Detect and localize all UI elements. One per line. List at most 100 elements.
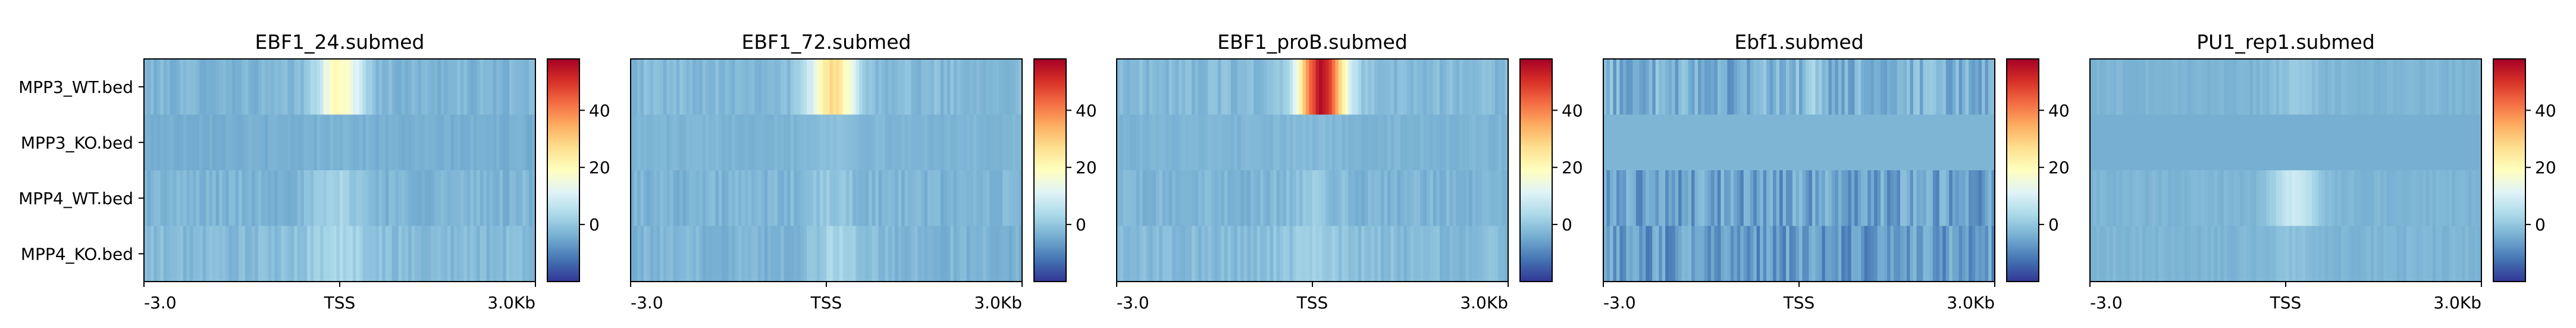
heatmap-cell xyxy=(2354,226,2358,282)
heatmap-cell xyxy=(1345,170,1349,227)
heatmap-cell xyxy=(196,114,200,171)
heatmap-cell xyxy=(261,170,265,227)
heatmap-cell xyxy=(891,226,895,282)
heatmap-cell xyxy=(1342,226,1346,282)
heatmap-cell xyxy=(1449,170,1453,227)
heatmap-cell xyxy=(1168,226,1173,282)
heatmap-cell xyxy=(2432,59,2436,115)
heatmap-cell xyxy=(153,170,158,227)
heatmap-cell xyxy=(1403,59,1408,115)
heatmap-cell xyxy=(1851,114,1855,171)
heatmap-cell xyxy=(294,170,298,227)
heatmap-cell xyxy=(506,114,510,171)
heatmap-cell xyxy=(212,59,217,115)
heatmap-cell xyxy=(2324,59,2329,115)
heatmap-cell xyxy=(1867,226,1872,282)
heatmap-cell xyxy=(532,170,536,227)
heatmap-cell xyxy=(653,226,657,282)
heatmap-cell xyxy=(359,170,363,227)
heatmap-cell xyxy=(1198,170,1202,227)
heatmap-cell xyxy=(1296,59,1300,115)
heatmap-cell xyxy=(1962,59,1966,115)
heatmap-cell xyxy=(1835,114,1839,171)
heatmap-cell xyxy=(1351,114,1355,171)
heatmap-cell xyxy=(1906,59,1911,115)
heatmap-cell xyxy=(2337,226,2342,282)
heatmap-cell xyxy=(1162,170,1166,227)
heatmap-cell xyxy=(957,170,961,227)
heatmap-cell xyxy=(180,170,184,227)
panel-title: EBF1_24.submed xyxy=(255,30,425,54)
heatmap-cell xyxy=(992,59,996,115)
heatmap-cell xyxy=(999,114,1003,171)
heatmap-cell xyxy=(1462,114,1466,171)
heatmap-cell xyxy=(1351,226,1355,282)
heatmap-cell xyxy=(2295,59,2299,115)
heatmap-cell xyxy=(738,226,742,282)
heatmap-cell xyxy=(2273,226,2277,282)
heatmap-cell xyxy=(2370,226,2374,282)
heatmap-cell xyxy=(1364,59,1368,115)
heatmap-cell xyxy=(2119,170,2123,227)
heatmap-cell xyxy=(1932,170,1936,227)
heatmap-cell xyxy=(1306,226,1310,282)
heatmap-cell xyxy=(1485,170,1489,227)
heatmap-cell xyxy=(1211,170,1215,227)
heatmap-cell xyxy=(2351,114,2355,171)
heatmap-cell xyxy=(686,170,690,227)
heatmap-cell xyxy=(2190,226,2195,282)
heatmap-cell xyxy=(2429,170,2433,227)
heatmap-cell xyxy=(391,59,396,115)
heatmap-cell xyxy=(882,114,886,171)
heatmap-cell xyxy=(1179,170,1183,227)
heatmap-cell xyxy=(2298,114,2303,171)
heatmap-cell xyxy=(957,226,961,282)
heatmap-cell xyxy=(741,114,745,171)
heatmap-cell xyxy=(1433,170,1437,227)
heatmap-cell xyxy=(666,170,670,227)
heatmap-cell xyxy=(813,114,817,171)
heatmap-cell xyxy=(940,114,944,171)
heatmap-cell xyxy=(1890,114,1894,171)
heatmap-cell xyxy=(810,170,814,227)
heatmap-cell xyxy=(202,226,206,282)
heatmap-cell xyxy=(904,170,908,227)
heatmap-cell xyxy=(183,226,187,282)
heatmap-cell xyxy=(1688,226,1692,282)
heatmap-cell xyxy=(2380,170,2384,227)
heatmap-cell xyxy=(1192,170,1196,227)
heatmap-cell xyxy=(1945,226,1950,282)
heatmap-cell xyxy=(1786,114,1790,171)
heatmap-cell xyxy=(2462,59,2466,115)
heatmap-cell xyxy=(402,114,406,171)
heatmap-cell xyxy=(1498,114,1502,171)
heatmap-cell xyxy=(2113,170,2117,227)
heatmap-cell xyxy=(385,170,389,227)
heatmap-cell xyxy=(1201,114,1205,171)
heatmap-cell xyxy=(679,170,684,227)
heatmap-cell xyxy=(1923,114,1927,171)
heatmap-cell xyxy=(287,114,292,171)
heatmap-cell xyxy=(2321,170,2326,227)
heatmap-cell xyxy=(2367,114,2371,171)
heatmap-cell xyxy=(2282,114,2286,171)
heatmap-cell xyxy=(1482,114,1486,171)
heatmap-cell xyxy=(2174,226,2179,282)
heatmap-cell xyxy=(1619,114,1624,171)
heatmap-cell xyxy=(2096,114,2101,171)
heatmap-cell xyxy=(2279,59,2283,115)
heatmap-cell xyxy=(209,59,213,115)
heatmap-cell xyxy=(1430,226,1434,282)
heatmap-cell xyxy=(473,170,477,227)
heatmap-cell xyxy=(463,114,468,171)
heatmap-cell xyxy=(1221,114,1225,171)
heatmap-cell xyxy=(1681,114,1685,171)
heatmap-cell xyxy=(1874,170,1878,227)
heatmap-cell xyxy=(891,59,895,115)
heatmap-cell xyxy=(1208,170,1212,227)
heatmap-cell xyxy=(1309,226,1313,282)
heatmap-cell xyxy=(689,114,693,171)
heatmap-cell xyxy=(2406,170,2410,227)
